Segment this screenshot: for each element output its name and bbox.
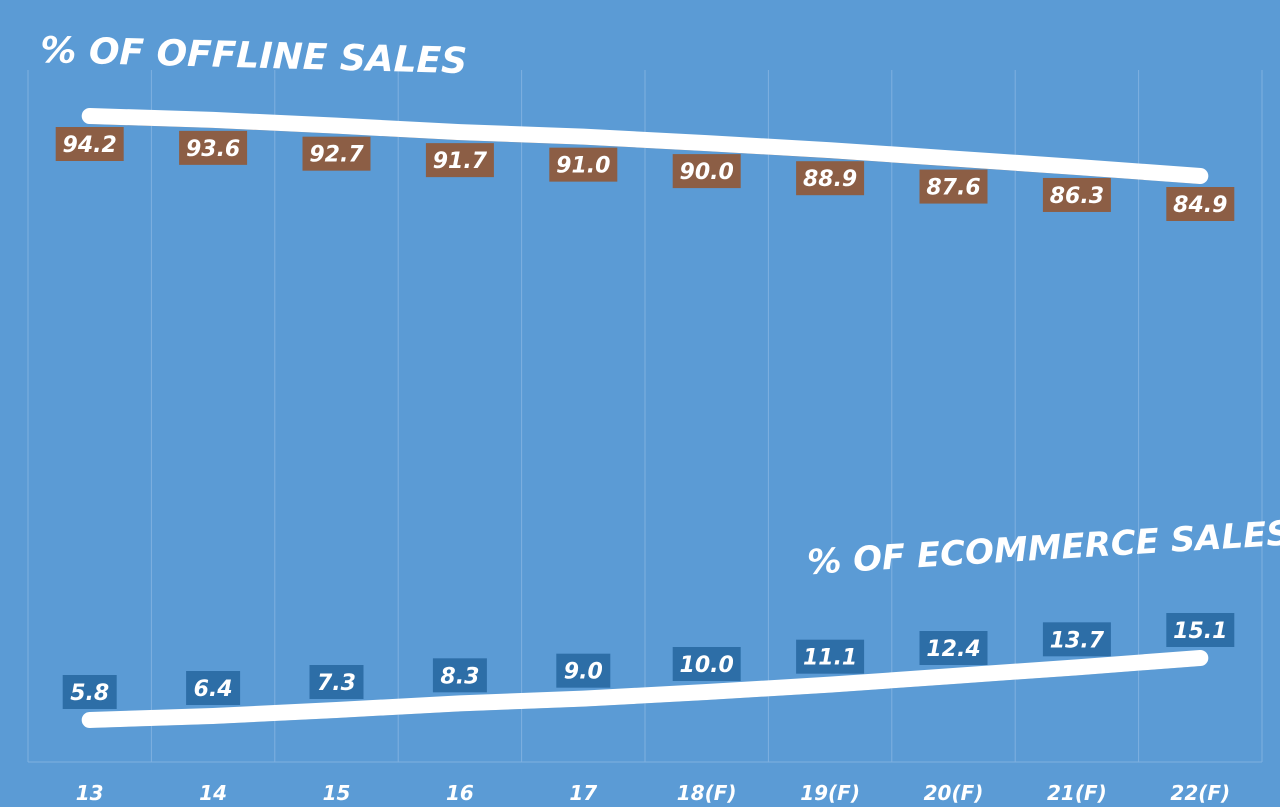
data-label: 91.7: [425, 143, 494, 178]
data-label-text: 12.4: [926, 637, 980, 662]
data-label-text: 91.0: [556, 154, 610, 179]
data-label-box: [432, 658, 487, 693]
x-tick-label: 18(F): [677, 781, 737, 805]
data-label-text: 13.7: [1050, 628, 1105, 653]
data-label: 12.4: [919, 631, 988, 665]
data-label-text: 92.7: [309, 143, 364, 168]
data-label-text: 88.9: [803, 167, 857, 192]
series-lines: [81, 108, 1209, 728]
x-tick-label: 19(F): [800, 781, 860, 805]
data-label-box: [186, 671, 241, 705]
series-line: [81, 650, 1209, 728]
data-label-text: 94.2: [63, 133, 117, 158]
data-label: 6.4: [186, 671, 241, 705]
data-label: 9.0: [556, 653, 611, 688]
data-label-text: 7.3: [317, 671, 356, 696]
data-label-text: 84.9: [1173, 193, 1227, 218]
ecommerce-series-name: % OF ECOMMERCE SALES: [806, 513, 1280, 582]
data-label: 8.3: [432, 658, 487, 693]
data-label-text: 90.0: [680, 160, 734, 185]
data-label-box: [556, 653, 611, 688]
data-label-box: [1042, 622, 1111, 657]
data-label-box: [179, 130, 248, 165]
data-label: 84.9: [1166, 187, 1235, 221]
data-label-box: [1166, 187, 1235, 221]
data-label: 93.6: [179, 130, 248, 165]
x-axis-ticks: 13 14 15 16 17 18(F) 19(F) 20(F) 21(F) 22(F): [76, 781, 1230, 805]
data-label-box: [672, 647, 741, 681]
data-label: 94.2: [55, 127, 124, 161]
data-label-box: [1166, 613, 1235, 647]
data-label-text: 91.7: [433, 149, 488, 174]
data-label: 88.9: [796, 161, 865, 196]
data-label: 87.6: [919, 169, 988, 204]
data-label-text: 10.0: [680, 653, 734, 678]
data-label-box: [796, 161, 865, 196]
data-label-box: [549, 147, 618, 182]
data-label: 7.3: [309, 665, 364, 699]
data-label-box: [919, 169, 988, 204]
data-label-box: [1042, 177, 1111, 212]
data-label-text: 5.8: [70, 681, 109, 706]
data-labels: 94.2 93.6 92.7 91.7 91.0 90.0 88.9 87.6 86.3 84.9…: [55, 127, 1235, 709]
offline-series-name: % OF OFFLINE SALES: [40, 30, 468, 82]
data-label: 10.0: [672, 647, 741, 681]
data-label-text: 8.3: [440, 664, 479, 689]
x-tick-label: 14: [199, 781, 227, 805]
data-label: 15.1: [1166, 613, 1235, 647]
data-label-box: [302, 136, 371, 171]
data-label-box: [62, 675, 117, 709]
data-label-text: 86.3: [1050, 184, 1104, 209]
x-tick-label: 17: [569, 781, 597, 805]
data-label-box: [55, 127, 124, 161]
x-tick-label: 20(F): [924, 781, 984, 805]
data-label: 5.8: [62, 675, 117, 709]
x-tick-label: 22(F): [1170, 781, 1230, 805]
x-tick-label: 16: [446, 781, 474, 805]
gridlines: [27, 70, 1263, 763]
data-label-box: [672, 154, 741, 189]
data-label-box: [796, 639, 865, 674]
x-tick-label: 15: [323, 781, 351, 805]
x-tick-label: 21(F): [1047, 781, 1107, 805]
data-label-text: 87.6: [926, 176, 980, 201]
data-label-box: [425, 143, 494, 178]
data-label-text: 6.4: [194, 677, 233, 702]
data-label: 86.3: [1042, 177, 1111, 212]
data-label-box: [919, 631, 988, 665]
data-label-box: [309, 665, 364, 699]
data-label-text: 15.1: [1173, 619, 1227, 644]
data-label: 90.0: [672, 154, 741, 189]
data-label: 92.7: [302, 136, 371, 171]
data-label-text: 93.6: [186, 137, 240, 162]
data-label: 11.1: [796, 639, 865, 674]
data-label-text: 9.0: [564, 660, 603, 685]
series-line: [81, 108, 1209, 184]
data-label: 91.0: [549, 147, 618, 182]
x-tick-label: 13: [76, 781, 104, 805]
data-label-text: 11.1: [803, 646, 857, 671]
data-label: 13.7: [1042, 622, 1111, 657]
